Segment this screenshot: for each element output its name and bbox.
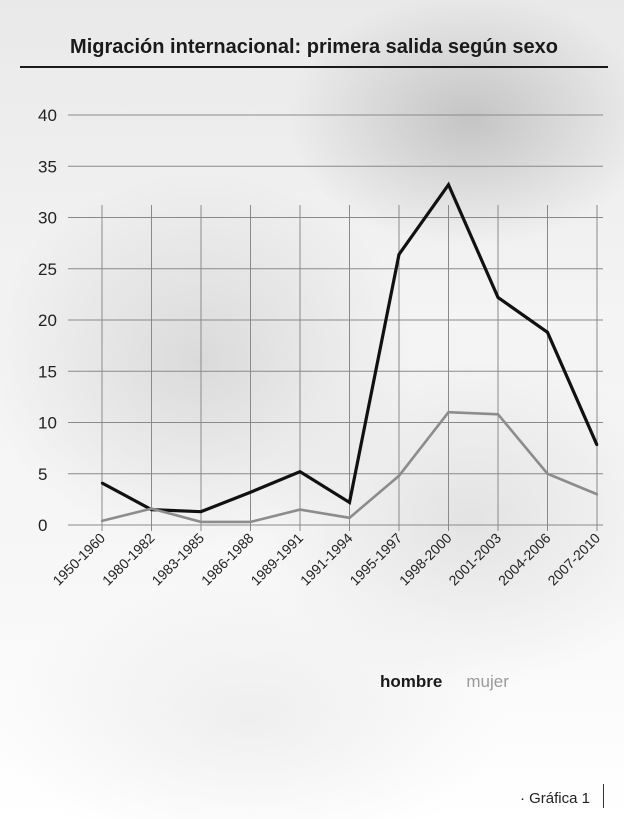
y-tick-label-10: 10 — [38, 414, 57, 433]
x-tick-label-8: 2001-2003 — [445, 530, 504, 589]
x-tick-label-0: 1950-1960 — [49, 530, 108, 589]
y-tick-label-35: 35 — [38, 157, 57, 176]
title-underline — [20, 66, 608, 68]
point-mujer-8 — [496, 413, 500, 416]
point-mujer-9 — [546, 472, 549, 475]
x-tick-label-1: 1980-1982 — [99, 530, 158, 589]
x-tick-label-6: 1995-1997 — [346, 530, 405, 589]
point-mujer-6 — [397, 474, 401, 477]
point-hombre-4 — [298, 470, 302, 473]
point-hombre-2 — [199, 510, 203, 513]
x-tick-label-10: 2007-2010 — [544, 530, 603, 589]
point-hombre-0 — [100, 481, 104, 485]
y-tick-label-30: 30 — [38, 209, 57, 228]
point-hombre-7 — [447, 183, 450, 186]
y-tick-label-40: 40 — [38, 106, 57, 125]
y-tick-label-5: 5 — [38, 465, 47, 484]
point-mujer-3 — [249, 520, 252, 524]
figure-caption: · Gráfica 1 — [519, 790, 590, 807]
caption-divider — [603, 784, 604, 808]
point-hombre-5 — [348, 501, 351, 504]
point-hombre-9 — [546, 331, 549, 334]
point-mujer-7 — [447, 411, 450, 414]
point-hombre-10 — [595, 443, 599, 447]
point-hombre-8 — [496, 296, 500, 299]
y-tick-label-20: 20 — [38, 311, 57, 330]
x-tick-label-4: 1989-1991 — [247, 530, 306, 589]
x-tick-label-5: 1991-1994 — [297, 530, 356, 589]
y-tick-label-0: 0 — [38, 516, 47, 535]
y-tick-label-25: 25 — [38, 260, 57, 279]
legend: hombre mujer — [380, 672, 610, 692]
x-tick-label-3: 1986-1988 — [198, 530, 257, 589]
point-mujer-5 — [348, 516, 351, 520]
point-hombre-3 — [249, 491, 252, 494]
point-mujer-2 — [199, 520, 203, 524]
chart-title: Migración internacional: primera salida … — [70, 36, 558, 58]
y-tick-label-15: 15 — [38, 362, 57, 381]
legend-mujer: mujer — [466, 672, 509, 691]
x-tick-label-7: 1998-2000 — [396, 530, 455, 589]
legend-hombre: hombre — [380, 672, 443, 691]
x-tick-label-2: 1983-1985 — [148, 530, 207, 589]
point-hombre-6 — [397, 253, 401, 256]
point-mujer-4 — [298, 508, 302, 511]
point-mujer-1 — [150, 507, 153, 510]
point-mujer-0 — [100, 519, 104, 523]
point-mujer-10 — [595, 493, 599, 496]
x-tick-label-9: 2004-2006 — [495, 530, 554, 589]
